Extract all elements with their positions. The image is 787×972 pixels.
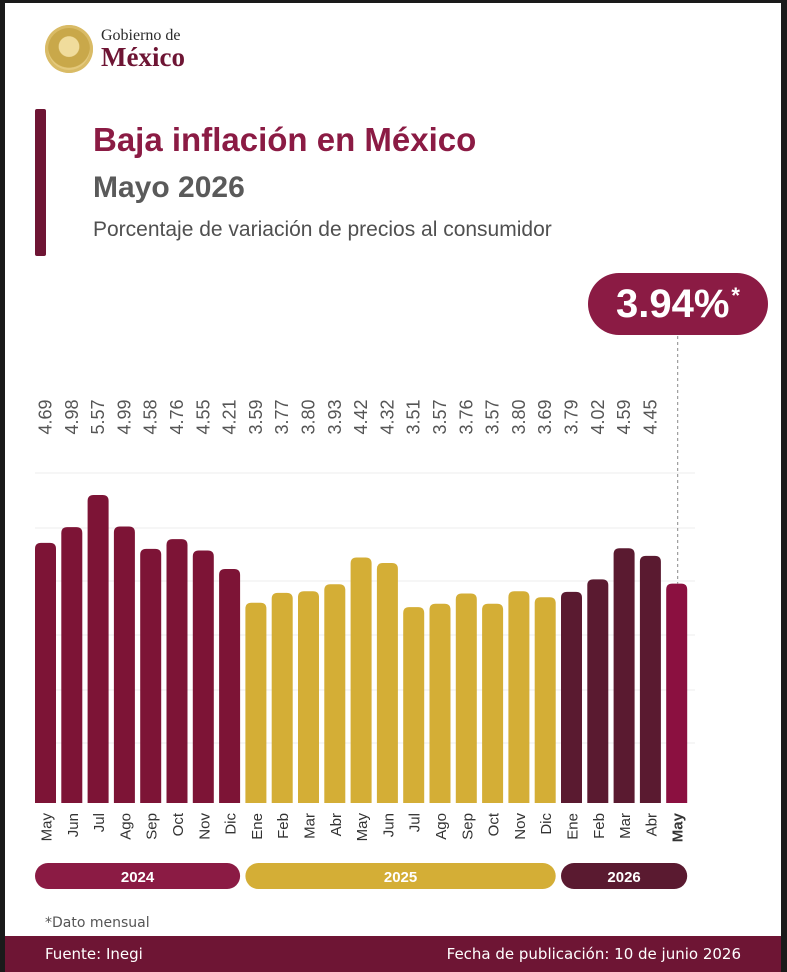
year-pill-2024 xyxy=(35,863,241,889)
bar-6 xyxy=(192,550,214,803)
value-label-22: 4.59 xyxy=(614,399,634,434)
category-label-8: Ene xyxy=(249,813,266,840)
year-label-2024: 2024 xyxy=(121,869,155,886)
value-label-18: 3.80 xyxy=(509,399,529,434)
bar-10 xyxy=(298,591,319,803)
category-label-12: May xyxy=(354,813,371,842)
bar-16 xyxy=(455,593,477,803)
government-logo: Gobierno de México xyxy=(45,25,185,73)
category-label-9: Feb xyxy=(275,813,292,839)
category-label-19: Dic xyxy=(538,813,555,835)
bar-15 xyxy=(429,603,451,803)
category-label-3: Ago xyxy=(117,813,134,840)
value-label-1: 4.98 xyxy=(62,399,82,434)
category-label-24: May xyxy=(670,812,687,842)
bar-22 xyxy=(613,548,635,803)
current-value-callout: 3.94% * xyxy=(588,273,768,335)
bar-17 xyxy=(482,603,504,803)
callout-marker: * xyxy=(731,283,740,308)
value-label-10: 3.80 xyxy=(299,399,319,434)
category-label-7: Dic xyxy=(223,813,240,835)
bar-19 xyxy=(534,597,556,803)
value-label-23: 4.45 xyxy=(640,399,660,434)
category-label-17: Oct xyxy=(486,812,503,836)
callout-value: 3.94% xyxy=(616,281,730,326)
value-label-6: 4.55 xyxy=(193,399,213,434)
bar-11 xyxy=(324,584,346,803)
year-label-2025: 2025 xyxy=(384,869,417,886)
footer-bar: Fuente: Inegi Fecha de publicación: 10 d… xyxy=(5,936,781,972)
bar-13 xyxy=(376,563,398,803)
bar-1 xyxy=(61,527,83,803)
bar-21 xyxy=(587,579,609,803)
value-label-3: 4.99 xyxy=(114,399,134,434)
bar-5 xyxy=(166,539,188,803)
value-label-19: 3.69 xyxy=(535,399,555,434)
category-label-4: Sep xyxy=(144,813,161,840)
bar-14 xyxy=(403,607,425,803)
year-label-2026: 2026 xyxy=(607,869,640,886)
footnote: *Dato mensual xyxy=(45,915,150,931)
value-label-21: 4.02 xyxy=(588,399,608,434)
value-label-20: 3.79 xyxy=(562,399,582,434)
bar-18 xyxy=(508,591,530,803)
chart-subtitle: Mayo 2026 xyxy=(93,171,245,204)
category-label-14: Jul xyxy=(407,813,424,832)
bar-7 xyxy=(219,568,241,803)
source-label: Fuente: Inegi xyxy=(45,945,143,963)
category-label-11: Abr xyxy=(328,813,345,836)
category-label-23: Abr xyxy=(643,813,660,836)
bar-3 xyxy=(113,526,135,803)
year-pill-2025 xyxy=(245,863,556,889)
logo-text-bottom: México xyxy=(101,41,185,72)
value-label-0: 4.69 xyxy=(36,399,56,434)
category-label-22: Mar xyxy=(617,813,634,839)
value-label-17: 3.57 xyxy=(483,399,503,434)
value-label-2: 5.57 xyxy=(88,399,108,434)
category-label-21: Feb xyxy=(591,813,608,839)
bar-8 xyxy=(245,602,267,803)
year-pill-2026 xyxy=(561,863,688,889)
bar-2 xyxy=(87,495,109,803)
national-seal-icon xyxy=(45,25,93,73)
chart-title: Baja inflación en México xyxy=(93,121,477,158)
bar-24 xyxy=(666,583,688,803)
category-label-20: Ene xyxy=(565,813,582,840)
value-label-12: 4.42 xyxy=(351,399,371,434)
category-label-15: Ago xyxy=(433,813,450,840)
category-label-0: May xyxy=(39,813,56,842)
category-label-10: Mar xyxy=(302,813,319,839)
bar-4 xyxy=(140,548,162,803)
infographic-card: Gobierno de México Baja inflación en Méx… xyxy=(5,3,781,969)
bar-9 xyxy=(271,592,293,803)
value-label-9: 3.77 xyxy=(272,399,292,434)
bar-0 xyxy=(35,542,56,803)
category-label-5: Oct xyxy=(170,812,187,836)
category-label-16: Sep xyxy=(459,813,476,840)
category-label-2: Jul xyxy=(91,813,108,832)
inflation-bar-chart: 4.69 May 4.98 Jun 5.57 Jul 4.99 Ago 4.58 Sep 4.76 O… xyxy=(35,336,695,889)
bar-20 xyxy=(561,591,582,803)
bar-23 xyxy=(639,555,661,803)
value-label-8: 3.59 xyxy=(246,399,266,434)
bar-12 xyxy=(350,557,372,803)
value-label-5: 4.76 xyxy=(167,399,187,434)
value-label-14: 3.51 xyxy=(404,399,424,434)
category-label-1: Jun xyxy=(65,813,82,837)
value-label-15: 3.57 xyxy=(430,399,450,434)
publication-date: Fecha de publicación: 10 de junio 2026 xyxy=(446,945,741,963)
category-label-6: Nov xyxy=(196,813,213,840)
value-label-11: 3.93 xyxy=(325,399,345,434)
title-accent-bar xyxy=(35,109,46,256)
category-label-13: Jun xyxy=(380,813,397,837)
value-label-7: 4.21 xyxy=(220,399,240,434)
chart-description: Porcentaje de variación de precios al co… xyxy=(93,218,552,241)
category-label-18: Nov xyxy=(512,813,529,840)
value-label-16: 3.76 xyxy=(456,399,476,434)
value-label-4: 4.58 xyxy=(141,399,161,434)
logo-text-top: Gobierno de xyxy=(101,26,181,44)
value-label-13: 4.32 xyxy=(377,399,397,434)
